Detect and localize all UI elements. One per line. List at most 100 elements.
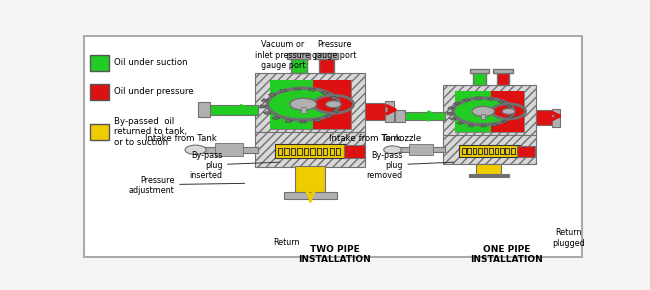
Bar xyxy=(552,109,560,126)
Bar xyxy=(476,97,481,99)
Bar xyxy=(506,148,509,154)
Bar xyxy=(506,105,512,108)
Bar xyxy=(393,147,445,153)
Bar xyxy=(463,99,470,102)
Bar xyxy=(495,148,498,154)
Text: Intake from Tank: Intake from Tank xyxy=(330,134,401,143)
Text: Oil under suction: Oil under suction xyxy=(114,58,188,67)
Bar xyxy=(498,100,505,103)
Bar xyxy=(330,96,337,100)
Text: Vacuum or
inlet pressure
gauge port: Vacuum or inlet pressure gauge port xyxy=(255,40,310,70)
Bar xyxy=(491,91,523,132)
Bar xyxy=(447,113,452,115)
Bar xyxy=(325,115,333,118)
Text: By-passed  oil
returned to tank,
or to suction: By-passed oil returned to tank, or to su… xyxy=(114,117,188,147)
Circle shape xyxy=(185,145,206,155)
Bar xyxy=(443,135,536,164)
Bar xyxy=(501,120,508,123)
Bar xyxy=(510,110,515,113)
Circle shape xyxy=(453,98,514,125)
Bar xyxy=(454,102,460,105)
Bar xyxy=(272,116,280,120)
Bar xyxy=(90,84,109,100)
Bar xyxy=(285,119,292,123)
Bar xyxy=(462,148,465,154)
Circle shape xyxy=(313,95,354,113)
Bar xyxy=(261,99,268,102)
Bar xyxy=(308,88,316,91)
Bar xyxy=(280,89,287,92)
Bar xyxy=(323,148,328,155)
Bar xyxy=(481,125,486,128)
Bar xyxy=(294,88,300,90)
Text: ONE PIPE
INSTALLATION: ONE PIPE INSTALLATION xyxy=(471,245,543,264)
Text: Oil under pressure: Oil under pressure xyxy=(114,87,194,96)
Bar xyxy=(500,148,504,154)
Bar xyxy=(317,148,321,155)
Bar xyxy=(270,80,313,128)
Bar xyxy=(295,166,325,195)
Bar xyxy=(278,148,282,155)
Bar xyxy=(274,144,346,158)
Bar xyxy=(469,174,510,177)
Text: Intake from Tank: Intake from Tank xyxy=(146,134,217,143)
Bar xyxy=(320,91,329,95)
Bar xyxy=(291,55,307,73)
Bar xyxy=(332,109,340,112)
Circle shape xyxy=(491,104,526,119)
Bar xyxy=(304,148,308,155)
Bar xyxy=(270,80,351,128)
Bar xyxy=(90,124,109,140)
Bar xyxy=(335,103,341,106)
Bar xyxy=(300,121,306,123)
Text: By-pass
plug
removed: By-pass plug removed xyxy=(367,151,402,180)
Bar xyxy=(497,70,510,86)
Bar xyxy=(489,148,493,154)
Bar xyxy=(268,93,276,97)
Bar xyxy=(492,124,499,126)
Text: Pressure
adjustment: Pressure adjustment xyxy=(129,176,174,195)
Bar xyxy=(473,70,486,86)
Text: Return
plugged: Return plugged xyxy=(552,228,585,248)
Bar xyxy=(476,164,501,176)
Bar xyxy=(301,107,305,113)
Bar xyxy=(508,115,514,118)
Bar xyxy=(448,107,454,110)
Bar xyxy=(255,73,365,133)
Circle shape xyxy=(290,98,317,110)
Bar xyxy=(313,119,321,122)
Bar xyxy=(481,114,486,119)
Bar xyxy=(297,148,302,155)
Bar xyxy=(198,102,210,117)
Bar xyxy=(200,105,258,115)
Bar xyxy=(330,148,334,155)
Circle shape xyxy=(472,106,495,116)
Bar xyxy=(284,148,289,155)
Bar xyxy=(396,112,445,120)
Bar xyxy=(313,80,351,128)
Bar xyxy=(443,86,536,135)
Bar xyxy=(319,55,334,73)
Bar xyxy=(365,103,387,120)
Text: To nozzle: To nozzle xyxy=(382,134,422,143)
Bar xyxy=(315,53,338,59)
Bar xyxy=(493,68,513,73)
Text: Pressure
gauge port: Pressure gauge port xyxy=(312,40,356,60)
Bar xyxy=(450,117,456,120)
Bar xyxy=(310,148,315,155)
Bar xyxy=(196,147,258,153)
Bar xyxy=(287,53,311,59)
Bar xyxy=(336,148,341,155)
Bar xyxy=(255,132,365,167)
Text: Return: Return xyxy=(273,238,300,247)
Bar xyxy=(260,106,266,108)
Bar xyxy=(536,110,554,125)
Bar xyxy=(473,148,476,154)
Text: TWO PIPE
INSTALLATION: TWO PIPE INSTALLATION xyxy=(298,245,371,264)
Bar xyxy=(517,146,535,157)
Bar xyxy=(291,148,295,155)
Circle shape xyxy=(384,146,402,154)
Bar xyxy=(455,91,491,132)
Circle shape xyxy=(267,88,339,120)
Bar xyxy=(263,111,271,115)
